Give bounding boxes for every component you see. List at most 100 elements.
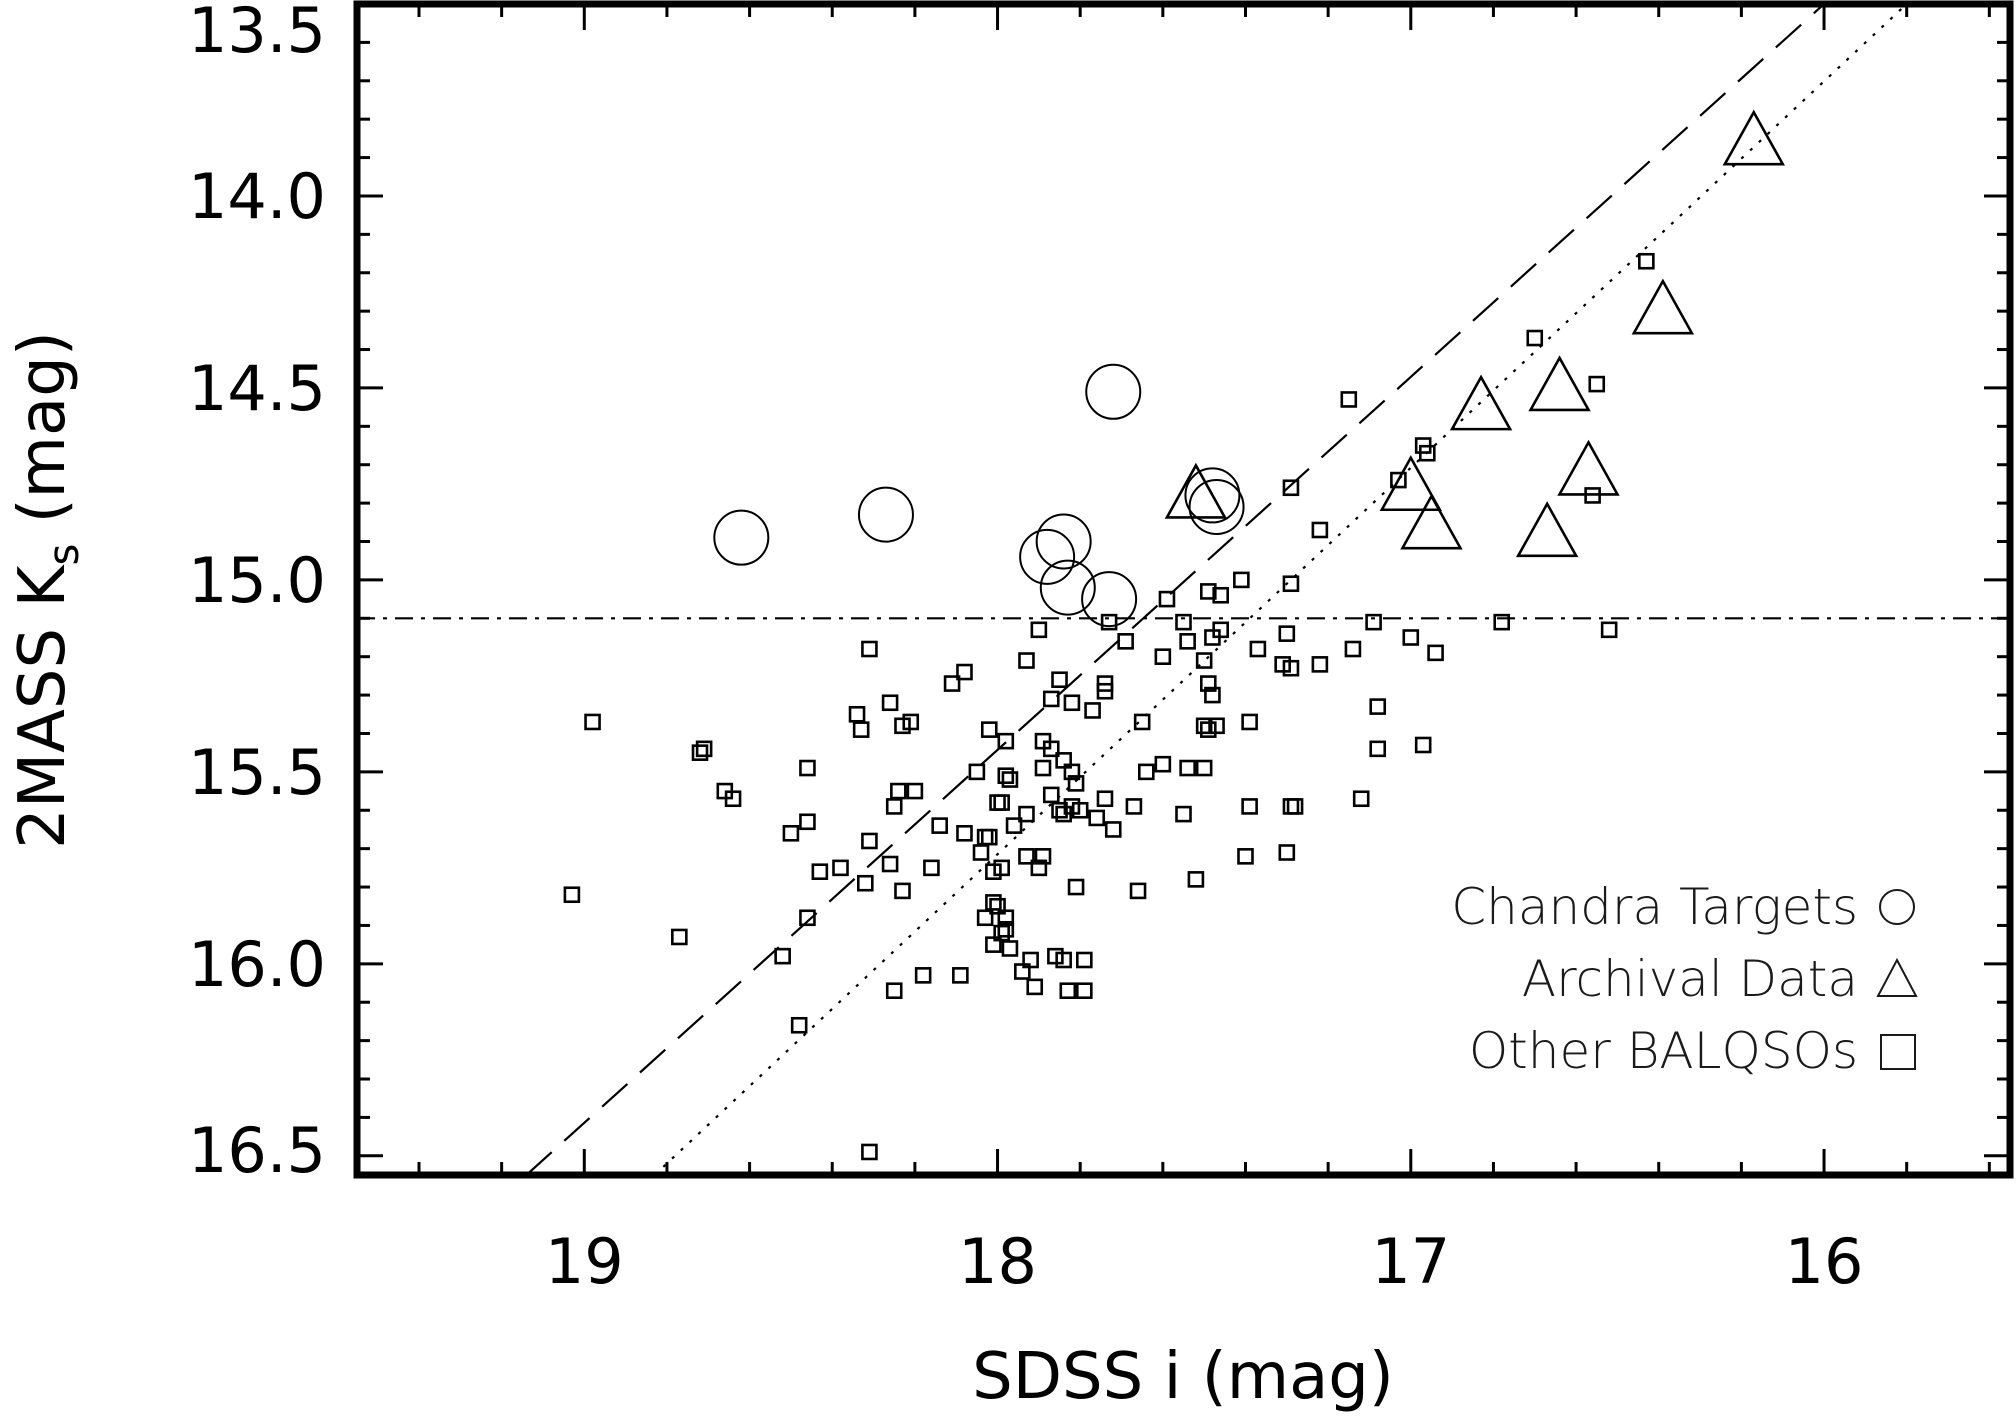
- y-tick-label: 16.5: [188, 1114, 326, 1187]
- other-balqso-marker: [1414, 736, 1432, 754]
- other-balqso-marker: [1195, 652, 1213, 669]
- other-balqso-marker: [956, 824, 973, 842]
- other-balqso-marker: [1638, 252, 1655, 270]
- other-balqso-marker: [563, 886, 581, 904]
- other-balqso-marker: [1237, 848, 1254, 865]
- other-balqso-marker: [1282, 798, 1300, 815]
- other-balqso-marker: [724, 790, 742, 808]
- legend: Chandra Targets Archival Data Other BALQ…: [1451, 878, 1918, 1080]
- other-balqso-marker: [1005, 817, 1023, 834]
- other-balqso-marker: [997, 767, 1015, 785]
- other-balqso-marker: [1018, 652, 1035, 669]
- axis-ticks: [357, 2, 2010, 1175]
- other-balqso-marker: [894, 717, 911, 735]
- other-balqso-marker: [1100, 613, 1118, 631]
- other-balqso-marker: [1179, 633, 1196, 650]
- other-balqso-marker: [799, 813, 816, 831]
- other-balqso-marker: [1067, 775, 1085, 792]
- other-balqso-marker: [1071, 801, 1089, 819]
- archival-data-marker: [1557, 439, 1620, 496]
- other-balqso-marker: [1117, 633, 1134, 650]
- other-balqso-marker: [1104, 821, 1122, 838]
- x-axis-title: SDSS i (mag): [972, 1340, 1394, 1414]
- chandra-target-marker: [1081, 571, 1138, 628]
- other-balqso-marker: [1344, 640, 1362, 658]
- chandra-target-marker: [713, 509, 770, 566]
- other-balqso-marker: [985, 894, 1002, 911]
- x-tick-label: 19: [545, 1225, 624, 1298]
- other-balqso-marker: [914, 967, 932, 984]
- other-balqso-marker: [881, 694, 899, 712]
- other-balqso-marker: [1278, 625, 1296, 642]
- other-balqso-marker: [1199, 675, 1217, 692]
- other-balqso-marker: [695, 740, 713, 758]
- y-tick-label: 14.5: [188, 352, 326, 425]
- other-balqso-marker: [997, 732, 1015, 750]
- other-balqso-marker: [894, 882, 911, 900]
- other-balqso-marker: [1526, 329, 1544, 347]
- other-balqso-marker: [993, 859, 1010, 877]
- other-balqso-marker: [1047, 947, 1064, 965]
- other-balqso-marker: [1158, 590, 1176, 608]
- other-balqso-marker: [885, 798, 903, 815]
- chandra-target-marker: [1019, 528, 1076, 585]
- other-balqso-marker: [1195, 717, 1213, 735]
- other-balqso-marker: [1208, 717, 1225, 735]
- other-balqso-marker: [1051, 671, 1068, 689]
- other-balqso-marker: [1282, 575, 1300, 593]
- archival-data-marker: [1631, 278, 1695, 335]
- other-balqso-marker: [976, 828, 994, 846]
- archival-data-marker: [1379, 455, 1443, 512]
- other-balqso-marker: [1051, 801, 1068, 819]
- other-balqso-marker: [1175, 613, 1192, 631]
- other-balqso-marker: [1311, 521, 1329, 539]
- other-balqso-marker: [861, 832, 878, 850]
- other-balqso-marker: [1001, 940, 1019, 957]
- other-balqso-marker: [1154, 648, 1172, 665]
- y-axis-title-main: 2MASS K: [6, 564, 80, 849]
- other-balqso-marker: [1249, 640, 1267, 658]
- reference-lines: [357, 4, 2010, 1175]
- other-balqso-marker: [1063, 763, 1081, 781]
- other-balqso-marker: [1018, 805, 1035, 823]
- archival-data-marker: [1528, 355, 1591, 412]
- y-axis-title-subscript: s: [39, 544, 88, 566]
- other-balqso-marker: [671, 928, 688, 946]
- other-balqso-marker: [774, 947, 791, 965]
- other-balqso-marker: [811, 863, 829, 880]
- other-balqso-marker: [1088, 809, 1106, 827]
- other-balqso-marker: [931, 817, 948, 834]
- plot-frame: [353, 0, 2014, 1179]
- other-balqso-marker: [1402, 629, 1420, 646]
- other-balqso-marker: [1204, 686, 1221, 704]
- reference-line-dotted: [653, 4, 1908, 1175]
- y-axis-title: 2MASS Ks (mag): [6, 331, 88, 849]
- other-balqso-marker: [1365, 613, 1382, 631]
- other-balqso-marker: [1311, 656, 1329, 673]
- other-balqso-marker: [1042, 690, 1060, 708]
- other-balqso-marker: [989, 897, 1006, 915]
- x-tick-label: 17: [1371, 1225, 1450, 1298]
- triangle-icon: [1876, 957, 1918, 997]
- archival-data-marker: [1722, 109, 1786, 166]
- other-balqso-marker: [989, 794, 1006, 811]
- other-balqso-marker: [832, 859, 849, 877]
- other-balqso-marker: [1241, 798, 1258, 815]
- chandra-target-marker: [1184, 467, 1241, 524]
- other-balqso-marker: [799, 909, 816, 927]
- y-tick-label: 16.0: [188, 928, 326, 1001]
- other-balqso-marker: [1042, 786, 1060, 804]
- other-balqso-marker: [856, 874, 874, 892]
- other-balqso-marker: [1022, 951, 1039, 969]
- other-balqso-marker: [584, 713, 601, 731]
- other-balqso-marker: [1212, 586, 1229, 604]
- other-balqso-marker: [1419, 444, 1436, 462]
- other-balqso-marker: [1129, 882, 1147, 900]
- circle-icon: [1879, 889, 1915, 925]
- other-balqso-marker: [1588, 375, 1606, 393]
- other-balqso-marker: [976, 909, 994, 927]
- other-balqso-marker: [1063, 694, 1081, 712]
- other-balqso-marker: [852, 721, 870, 738]
- other-balqso-marker: [1584, 487, 1601, 504]
- chandra-target-marker: [1085, 363, 1142, 420]
